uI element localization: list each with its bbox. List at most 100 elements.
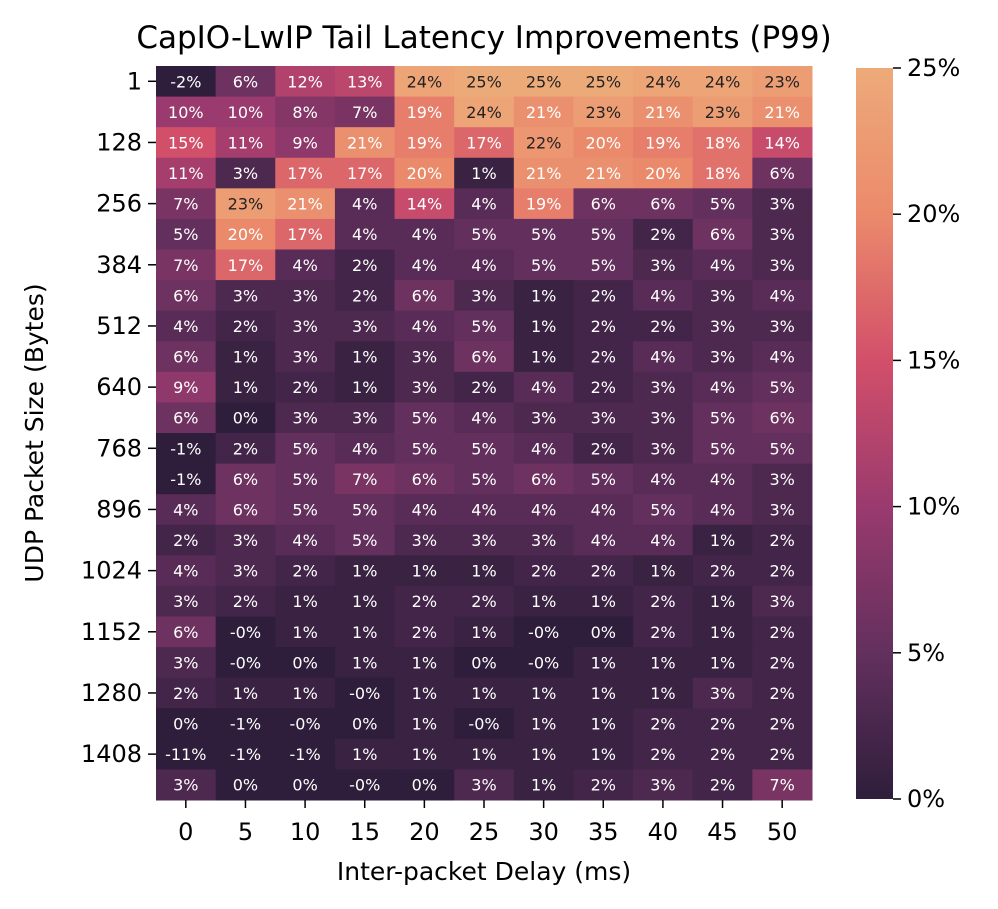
cell-value-label: 23% [228,195,264,214]
heatmap-cell [573,66,634,98]
heatmap-cell [215,218,276,250]
cell-value-label: 5% [710,439,735,458]
heatmap-cell [454,218,515,250]
cell-value-label: 2% [233,439,258,458]
cell-value-label: 4% [412,500,437,519]
cell-value-label: 4% [650,470,675,489]
heatmap-cell [633,708,694,740]
cell-value-label: 3% [710,317,735,336]
heatmap-cell [394,494,455,526]
cell-value-label: 3% [412,531,437,550]
cell-value-label: 11% [228,133,264,152]
heatmap-cell [692,647,753,679]
cell-value-label: 1% [531,715,556,734]
cell-value-label: 4% [352,439,377,458]
heatmap-cell [156,677,217,709]
heatmap-cell [394,280,455,312]
cell-value-label: 1% [471,745,496,764]
heatmap-cell [394,66,455,98]
y-tick-label: 512 [96,312,142,340]
cell-value-label: 2% [650,623,675,642]
heatmap-cell [513,677,574,709]
cell-value-label: 19% [645,133,681,152]
heatmap-cell [752,708,813,740]
cell-value-label: 5% [352,531,377,550]
cell-value-label: 2% [591,348,616,367]
heatmap-cell [752,494,813,526]
heatmap-cell [156,738,217,770]
heatmap-cell [156,647,217,679]
cell-value-label: 2% [650,715,675,734]
cell-value-label: 24% [645,72,681,91]
cell-value-label: 3% [292,286,317,305]
heatmap-cell [394,157,455,189]
cell-value-label: 5% [531,256,556,275]
heatmap-cell [573,677,634,709]
heatmap-cell [692,127,753,159]
cell-value-label: 3% [710,684,735,703]
heatmap-cell [215,738,276,770]
cell-value-label: 1% [710,623,735,642]
cell-value-label: 6% [233,470,258,489]
heatmap-cell [394,708,455,740]
cell-value-label: 0% [591,623,616,642]
heatmap-cell [633,341,694,373]
heatmap-cell [454,647,515,679]
heatmap-cell [275,647,336,679]
heatmap-cell [513,585,574,617]
cell-value-label: 5% [650,500,675,519]
heatmap-cell [752,127,813,159]
heatmap-cell [752,616,813,648]
cell-value-label: 3% [412,348,437,367]
cell-value-label: 4% [531,439,556,458]
cell-value-label: -1% [170,439,201,458]
heatmap-cell [752,402,813,434]
cell-value-label: -0% [230,653,261,672]
heatmap-cell [573,96,634,128]
heatmap-cell [394,738,455,770]
heatmap-cell [633,157,694,189]
cell-value-label: 1% [352,562,377,581]
colorbar-ticks: 0% 5% 10% 15% 20% 25% [893,54,960,813]
heatmap-cell [156,157,217,189]
cell-value-label: 1% [591,715,616,734]
cell-value-label: 4% [292,531,317,550]
heatmap-cell [692,433,753,465]
cell-value-label: 3% [412,378,437,397]
cell-value-label: 3% [292,409,317,428]
heatmap-cell [573,188,634,220]
heatmap-cell [573,310,634,342]
heatmap-cell [633,647,694,679]
y-tick-label: 1408 [81,740,142,768]
cell-value-label: 0% [173,715,198,734]
heatmap-cell [156,524,217,556]
cell-value-label: 2% [769,745,794,764]
heatmap-cell [573,249,634,281]
cell-value-label: 1% [710,592,735,611]
cell-value-label: -1% [230,715,261,734]
cell-value-label: 18% [705,164,741,183]
cell-value-label: 25% [585,72,621,91]
cell-value-label: 6% [531,470,556,489]
heatmap-cell [275,96,336,128]
cell-value-label: 3% [352,409,377,428]
heatmap-cell [513,188,574,220]
x-tick-label: 40 [648,818,679,846]
cell-value-label: 1% [591,745,616,764]
heatmap-cell [394,463,455,495]
heatmap-cell [454,127,515,159]
cell-value-label: 6% [591,195,616,214]
cell-value-label: 3% [769,256,794,275]
heatmap-cell [275,463,336,495]
heatmap-cell [215,677,276,709]
heatmap-cell [275,188,336,220]
heatmap-cell [692,249,753,281]
cell-value-label: 2% [710,562,735,581]
cell-value-label: 3% [650,256,675,275]
heatmap-cell [454,494,515,526]
cell-value-label: 20% [645,164,681,183]
heatmap-cell [334,677,396,709]
heatmap-cell [752,463,813,495]
x-tick-label: 30 [528,818,559,846]
x-tick-label: 50 [767,818,798,846]
